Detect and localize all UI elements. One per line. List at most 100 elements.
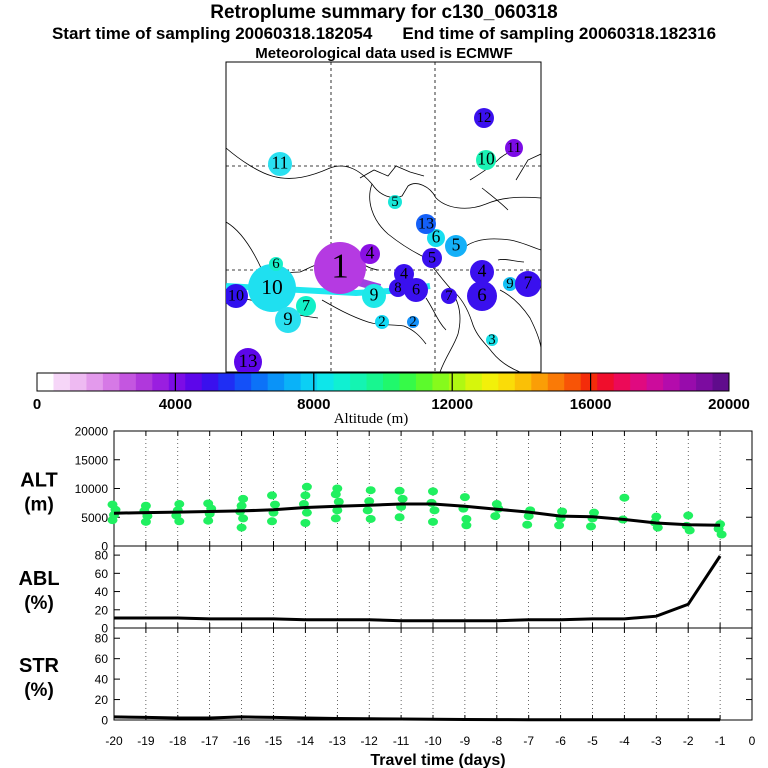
trajectory-marker (404, 278, 428, 302)
lat-lon-grid (226, 62, 541, 372)
colorbar-cell (69, 373, 87, 391)
colorbar-cell (37, 373, 54, 391)
altitude-point (267, 491, 277, 500)
x-tick-label: -3 (651, 734, 662, 748)
altitude-point (365, 514, 376, 523)
trajectory-marker (394, 264, 414, 284)
y-tick-label: 80 (95, 632, 109, 646)
y-tick-label: 20 (95, 693, 109, 707)
trajectory-marker (505, 139, 523, 157)
x-tick-label: -16 (233, 734, 251, 748)
altitude-point (203, 516, 214, 525)
panel-frame (113, 627, 753, 721)
altitude-point (238, 514, 249, 523)
colorbar-cell (284, 373, 302, 391)
colorbar-cell (630, 373, 648, 391)
trajectory-marker-label: 13 (418, 214, 434, 232)
colorbar-cell (102, 373, 120, 391)
colorbar-cell (547, 373, 565, 391)
panel-yunit: (m) (24, 495, 54, 516)
x-tick-label: -2 (683, 734, 694, 748)
y-tick-label: 40 (95, 585, 109, 599)
altitude-point (107, 500, 118, 509)
y-tick-label: 20 (95, 603, 109, 617)
colorbar-cell (185, 373, 203, 391)
altitude-point (428, 517, 438, 526)
x-tick-label: 0 (749, 734, 756, 748)
str-panel: 0 20 40 60 80 STR (%) (19, 627, 753, 728)
altitude-point (267, 517, 277, 526)
y-tick-label: 5000 (81, 511, 108, 525)
colorbar-cell (119, 373, 137, 391)
altitude-point (238, 494, 249, 503)
colorbar-frame (36, 372, 730, 392)
x-tick-label: -10 (424, 734, 442, 748)
altitude-point (362, 506, 373, 515)
trajectory-marker-label: 5 (428, 248, 436, 266)
colorbar-cell (448, 373, 466, 391)
x-tick-label: -14 (297, 734, 315, 748)
altitude-point (429, 506, 440, 515)
x-tick-label: -20 (105, 734, 123, 748)
trajectory-marker-label: 6 (477, 285, 486, 306)
altitude-point (330, 514, 341, 523)
trajectory-marker (467, 281, 497, 311)
colorbar-tick-label: 4000 (159, 396, 192, 413)
x-tick-label: -17 (201, 734, 219, 748)
trajectory-marker (445, 235, 467, 257)
trajectory-marker-label: 1 (331, 246, 349, 285)
colorbar-cell (696, 373, 713, 391)
x-tick-label: -5 (587, 734, 598, 748)
y-tick-label: 80 (95, 549, 109, 563)
colorbar-cell (531, 373, 549, 391)
trajectory-marker (407, 316, 419, 328)
y-tick-label: 60 (95, 567, 109, 581)
x-tick-label: -7 (523, 734, 534, 748)
trajectory-marker-label: 7 (302, 296, 310, 314)
altitude-point (364, 497, 375, 506)
alt-panel: 0 5000 10000 15000 20000 ALT (m) (20, 425, 753, 554)
colorbar-cell (86, 373, 104, 391)
trajectory-marker (248, 264, 296, 312)
trajectory-marker-label: 9 (283, 309, 292, 330)
colorbar-cell (267, 373, 285, 391)
panel-ylabel: ABL (18, 568, 59, 590)
trajectory-marker-label: 4 (478, 261, 487, 281)
altitude-point (461, 514, 472, 523)
sampling-start: Start time of sampling 20060318.182054 (51, 24, 373, 43)
y-tick-label: 20000 (75, 425, 109, 439)
colorbar-cell (498, 373, 516, 391)
colorbar-label: Altitude (m) (334, 411, 409, 427)
trajectory-marker-label: 4 (366, 243, 375, 263)
altitude-point (301, 508, 312, 517)
x-tick-label: -11 (393, 734, 410, 748)
x-tick-label: -9 (460, 734, 471, 748)
trajectory-marker (515, 271, 541, 297)
trajectory-marker (486, 334, 498, 346)
colorbar-tick-label: 0 (33, 396, 41, 413)
colorbar-cells (37, 373, 730, 391)
trajectory-marker-label: 5 (452, 235, 461, 255)
colorbar-cell (514, 373, 532, 391)
altitude-point (683, 511, 694, 520)
trajectory-marker-label: 2 (409, 314, 416, 330)
colorbar-cell (646, 373, 664, 391)
x-tick-label: -1 (715, 734, 726, 748)
trajectory-marker-label: 9 (370, 285, 379, 305)
altitude-point (651, 512, 662, 521)
colorbar-cell (481, 373, 499, 391)
altitude-mean-line (113, 502, 721, 527)
colorbar-tick-label: 12000 (431, 396, 473, 413)
altitude-point (554, 521, 565, 530)
trajectory-marker-label: 11 (272, 153, 289, 173)
colorbar-cell (432, 373, 450, 391)
altitude-point (589, 508, 599, 517)
y-tick-label: 40 (95, 673, 109, 687)
travel-time-axis: -20 -19 -18 -17 -16 -15 -14 -13 -12 -11 -10 -9 -8 -7-… (105, 734, 755, 768)
trajectory-marker-label: 6 (412, 280, 420, 298)
trajectory-marker-label: 4 (400, 264, 408, 282)
altitude-point (619, 493, 630, 502)
trajectory-marker-label: 6 (432, 227, 441, 247)
colorbar-cell (333, 373, 351, 391)
